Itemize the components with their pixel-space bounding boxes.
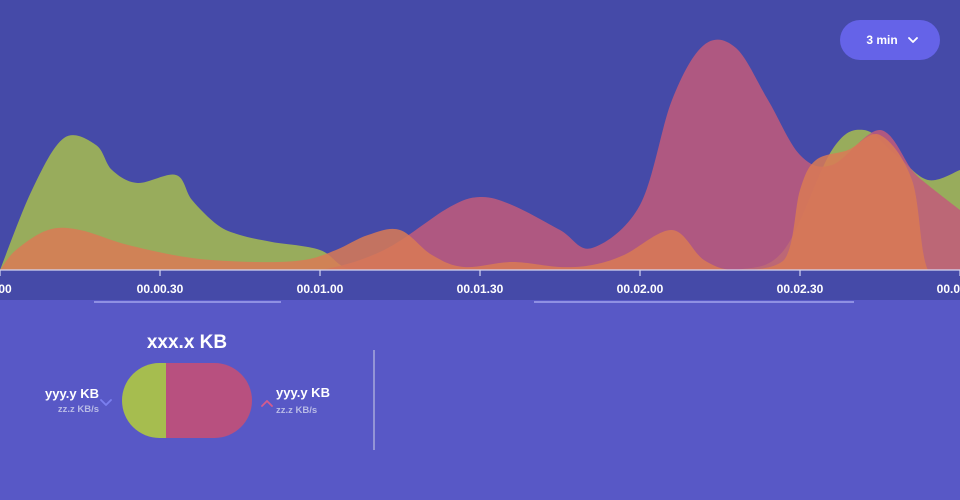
download-rate: zz.z KB/s	[57, 404, 99, 415]
chart-scroll-indicator-left[interactable]	[94, 301, 281, 303]
x-tick-label: 00.01.00	[297, 282, 344, 296]
download-amount: yyy.y KB	[45, 386, 99, 401]
chart-scroll-indicator-right[interactable]	[534, 301, 854, 303]
area-series-3	[0, 134, 960, 270]
area-series-2	[0, 39, 960, 270]
x-tick-label: 0.00	[0, 282, 12, 296]
arrow-up-icon	[261, 394, 273, 412]
stats-divider	[373, 350, 375, 450]
arrow-down-icon	[100, 394, 112, 412]
x-tick-label: 00.03.00	[937, 282, 960, 296]
total-transfer-value: xxx.x KB	[146, 332, 228, 353]
x-tick-label: 00.01.30	[457, 282, 504, 296]
download-share-segment	[122, 363, 166, 438]
x-tick-label: 00.00.30	[137, 282, 184, 296]
traffic-chart: 0.00 00.00.30 00.01.00 00.01.30 00.02.00 00.0…	[0, 20, 960, 296]
upload-share-segment	[166, 363, 252, 438]
traffic-chart-svg: 0.00 00.00.30 00.01.00 00.01.30 00.02.00 00.0…	[0, 39, 960, 296]
x-tick-label: 00.02.00	[617, 282, 664, 296]
upload-rate: zz.z KB/s	[276, 405, 318, 416]
upload-amount: yyy.y KB	[276, 385, 330, 400]
time-range-label: 3 min	[866, 33, 898, 47]
chevron-down-icon	[907, 37, 918, 43]
x-tick-label: 00.02.30	[777, 282, 824, 296]
transfer-ratio-pill	[122, 363, 252, 438]
time-range-dropdown[interactable]: 3 min	[840, 20, 940, 60]
